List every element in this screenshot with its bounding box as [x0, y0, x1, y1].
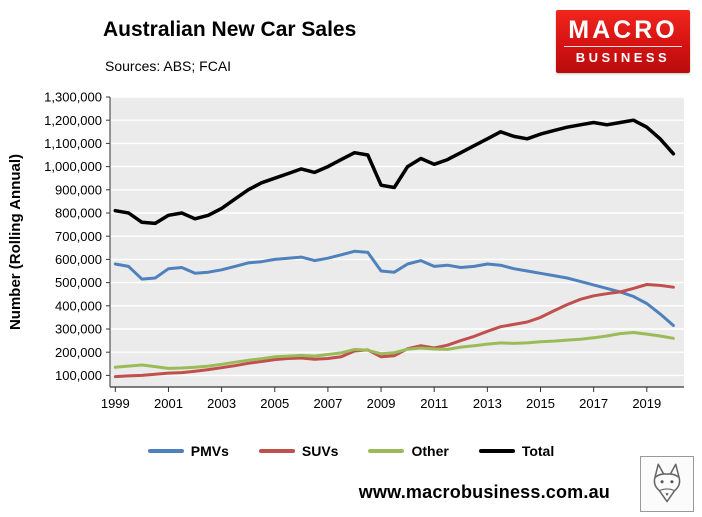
x-tick-label: 2015	[526, 396, 555, 411]
y-tick-label: 1,200,000	[44, 113, 102, 128]
logo-text-business: BUSINESS	[564, 46, 682, 65]
legend-label: SUVs	[301, 443, 339, 459]
x-tick-label: 2013	[473, 396, 502, 411]
macrobusiness-logo: MACRO BUSINESS	[556, 10, 690, 74]
legend-swatch	[478, 449, 515, 453]
y-tick-label: 1,100,000	[44, 136, 102, 151]
legend-swatch	[258, 449, 295, 453]
legend-item-other: Other	[368, 443, 449, 459]
legend-item-total: Total	[478, 443, 555, 459]
x-tick-label: 2001	[154, 396, 183, 411]
legend-item-pmvs: PMVs	[147, 443, 229, 459]
y-tick-label: 100,000	[55, 368, 102, 383]
legend-label: PMVs	[190, 443, 229, 459]
x-tick-label: 1999	[101, 396, 130, 411]
series-suvs	[113, 283, 675, 379]
y-tick-label: 700,000	[55, 229, 102, 244]
legend-label: Other	[411, 443, 449, 459]
x-tick-label: 2005	[260, 396, 289, 411]
x-tick-label: 2017	[579, 396, 608, 411]
legend-label: Total	[521, 443, 555, 459]
plot-area	[110, 97, 684, 387]
y-tick-label: 500,000	[55, 275, 102, 290]
y-tick-label: 900,000	[55, 182, 102, 197]
x-tick-label: 2007	[313, 396, 342, 411]
series-total	[113, 118, 676, 226]
chart-legend: PMVs SUVs Other Total	[0, 443, 702, 459]
chart-subtitle: Sources: ABS; FCAI	[105, 58, 232, 74]
x-tick-label: 2011	[420, 396, 448, 411]
y-tick-label: 400,000	[55, 298, 102, 313]
series-other	[113, 331, 675, 370]
x-tick-label: 2003	[207, 396, 236, 411]
series-pmvs	[113, 249, 675, 327]
y-tick-label: 1,300,000	[44, 90, 102, 105]
legend-swatch	[368, 449, 405, 453]
y-tick-label: 1,000,000	[44, 159, 102, 174]
x-tick-label: 2019	[632, 396, 661, 411]
website-url: www.macrobusiness.com.au	[358, 482, 610, 502]
y-axis-label: Number (Rolling Annual)	[7, 154, 24, 330]
fox-logo	[640, 456, 694, 512]
fox-icon	[653, 463, 681, 503]
y-tick-label: 800,000	[55, 206, 102, 221]
y-tick-label: 600,000	[55, 252, 102, 267]
y-tick-label: 300,000	[55, 322, 102, 337]
chart-title: Australian New Car Sales	[103, 18, 357, 41]
logo-text-macro: MACRO	[568, 16, 678, 44]
legend-item-suvs: SUVs	[258, 443, 339, 459]
y-tick-label: 200,000	[55, 345, 102, 360]
legend-swatch	[147, 449, 184, 453]
line-chart: 100,000 200,000 300,000 400,000 500,000 600,0…	[7, 90, 684, 411]
x-tick-label: 2009	[367, 396, 396, 411]
